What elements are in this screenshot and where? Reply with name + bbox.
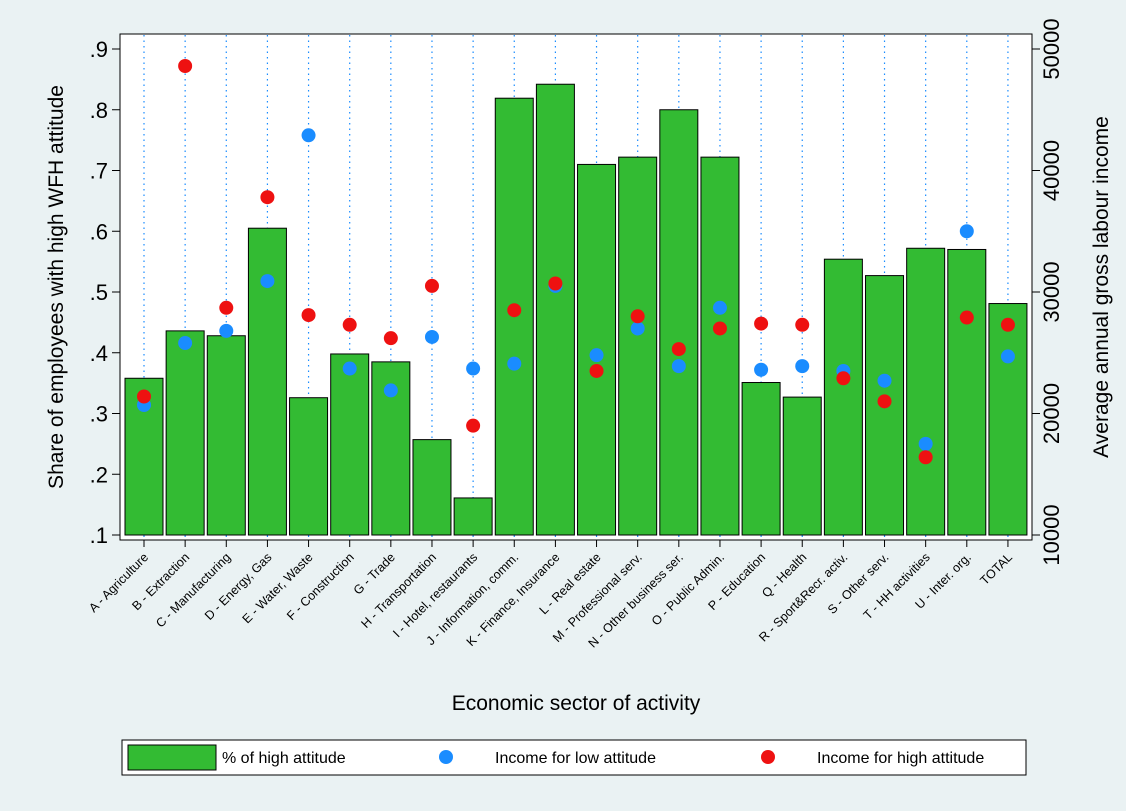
y-axis-title: Share of employees with high WFH attitud… xyxy=(45,85,68,489)
y2-tick-label: 30000 xyxy=(1039,261,1064,322)
bar xyxy=(535,83,575,536)
point-high-attitude xyxy=(178,59,193,74)
point-high-attitude xyxy=(342,317,357,332)
bar xyxy=(741,382,781,536)
point-low-attitude xyxy=(219,323,234,338)
bar xyxy=(453,497,493,536)
y-tick-label: .2 xyxy=(90,462,108,487)
y-tick-label: .8 xyxy=(90,98,108,123)
legend-box xyxy=(121,739,1027,776)
y2-tick-label: 20000 xyxy=(1039,383,1064,444)
y-tick-label: .5 xyxy=(90,280,108,305)
point-high-attitude xyxy=(918,450,933,465)
point-high-attitude xyxy=(959,310,974,325)
bar xyxy=(247,227,287,536)
point-low-attitude xyxy=(671,359,686,374)
bar xyxy=(947,248,987,536)
bar xyxy=(988,303,1028,536)
x-tick-label: TOTAL xyxy=(977,550,1015,588)
point-low-attitude xyxy=(301,128,316,143)
point-high-attitude xyxy=(466,418,481,433)
point-low-attitude xyxy=(918,436,933,451)
y-axis-right: 10000 20000 30000 40000 50000 xyxy=(1032,18,1064,566)
legend-swatch-bar xyxy=(127,744,217,771)
point-low-attitude xyxy=(383,383,398,398)
point-high-attitude xyxy=(795,317,810,332)
y-tick-label: .9 xyxy=(90,37,108,62)
point-high-attitude xyxy=(589,363,604,378)
bar xyxy=(823,258,863,536)
point-high-attitude xyxy=(219,300,234,315)
bar xyxy=(618,156,658,536)
y-tick-label: .1 xyxy=(90,523,108,548)
point-high-attitude xyxy=(712,321,727,336)
legend-marker-high xyxy=(761,750,775,764)
points xyxy=(137,59,1015,465)
x-tick-label: E - Water, Waste xyxy=(240,550,316,626)
point-low-attitude xyxy=(178,336,193,351)
y-axis-left: .1 .2 .3 .4 .5 .6 .7 .8 .9 xyxy=(90,37,120,548)
legend-label-high: Income for high attitude xyxy=(817,750,984,767)
point-high-attitude xyxy=(548,276,563,291)
x-tick-label: H - Transportation xyxy=(358,550,439,631)
legend: % of high attitude Income for low attitu… xyxy=(121,739,1027,776)
bar xyxy=(659,109,699,536)
y-tick-label: .6 xyxy=(90,219,108,244)
point-high-attitude xyxy=(836,371,851,386)
point-low-attitude xyxy=(1000,349,1015,364)
bar xyxy=(289,397,329,536)
point-low-attitude xyxy=(959,224,974,239)
legend-marker-low xyxy=(439,750,453,764)
y2-tick-label: 10000 xyxy=(1039,504,1064,565)
legend-label-bar: % of high attitude xyxy=(222,750,346,767)
point-high-attitude xyxy=(754,316,769,331)
point-low-attitude xyxy=(795,359,810,374)
point-high-attitude xyxy=(671,342,686,357)
x-axis-title: Economic sector of activity xyxy=(452,692,701,715)
y-tick-label: .4 xyxy=(90,341,108,366)
point-low-attitude xyxy=(342,361,357,376)
point-high-attitude xyxy=(877,394,892,409)
point-low-attitude xyxy=(507,356,522,371)
point-low-attitude xyxy=(712,300,727,315)
y-tick-label: .3 xyxy=(90,402,108,427)
point-low-attitude xyxy=(630,321,645,336)
bar xyxy=(782,396,822,536)
point-high-attitude xyxy=(507,303,522,318)
point-low-attitude xyxy=(589,348,604,363)
bar xyxy=(412,439,452,536)
bar xyxy=(206,335,246,536)
y2-tick-label: 40000 xyxy=(1039,140,1064,201)
legend-label-low: Income for low attitude xyxy=(495,750,656,767)
y2-axis-title: Average annual gross labour income xyxy=(1090,116,1113,458)
point-high-attitude xyxy=(137,389,151,404)
y-tick-label: .7 xyxy=(90,159,108,184)
point-high-attitude xyxy=(424,278,439,293)
bar xyxy=(165,330,205,536)
point-high-attitude xyxy=(1000,317,1015,332)
x-tick-label: O - Public Admin. xyxy=(649,550,727,628)
y2-tick-label: 50000 xyxy=(1039,18,1064,79)
bar xyxy=(330,353,370,536)
bar xyxy=(906,247,946,536)
point-low-attitude xyxy=(466,361,481,376)
bar xyxy=(700,156,740,536)
x-tick-label: C - Manufacturing xyxy=(153,550,233,630)
point-high-attitude xyxy=(301,308,316,323)
point-high-attitude xyxy=(260,190,275,205)
point-low-attitude xyxy=(877,373,892,388)
point-high-attitude xyxy=(383,331,398,346)
point-low-attitude xyxy=(260,274,275,289)
point-low-attitude xyxy=(424,329,439,344)
point-high-attitude xyxy=(630,309,645,324)
point-low-attitude xyxy=(754,362,769,377)
